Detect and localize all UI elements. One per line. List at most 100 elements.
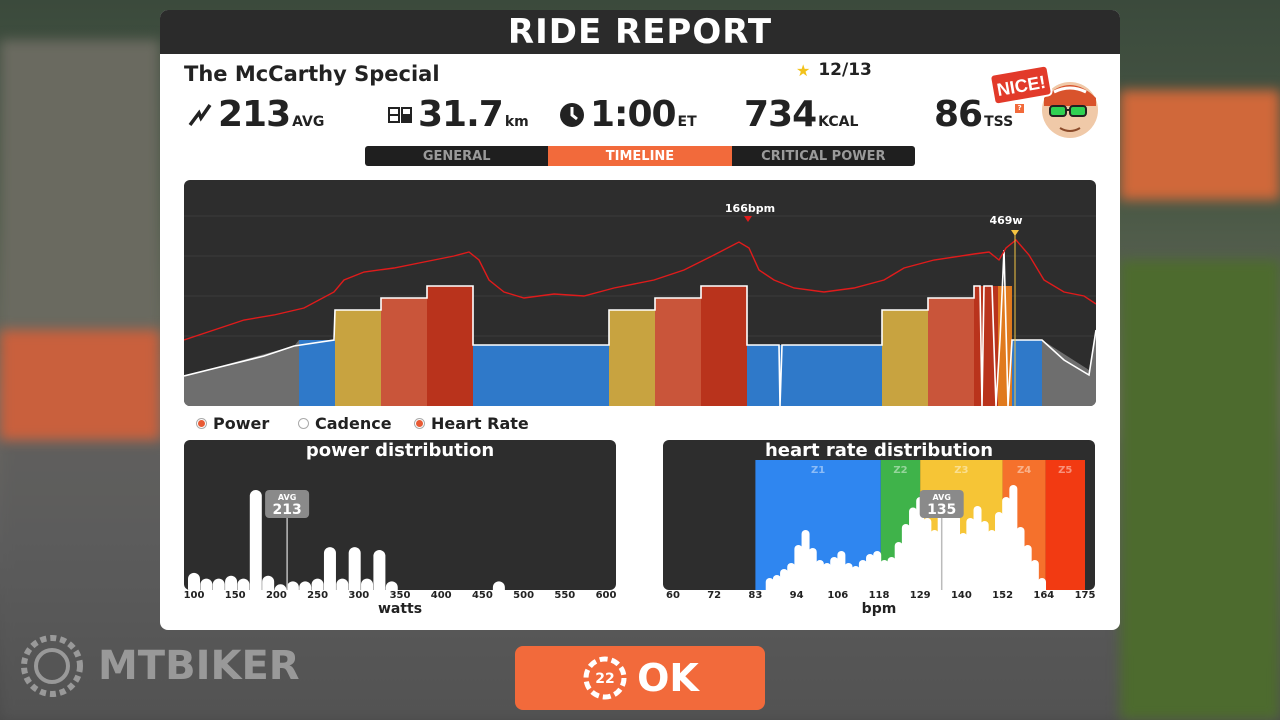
legend-cadence-label: Cadence [315,414,392,433]
watermark-gear-icon [21,635,83,697]
route-rating: ★ 12/13 [796,60,872,80]
hr-dist-bar [787,563,796,590]
power-dist-bar [299,581,312,590]
legend-power[interactable]: Power [196,414,269,433]
power-dist-bar [373,550,386,590]
power-block-3a [882,310,928,406]
hr-dist-bar [780,569,789,590]
legend-heart-rate[interactable]: Heart Rate [414,414,529,433]
hr-axis-tick: 118 [868,590,890,601]
hr-dist-bar [973,506,982,590]
tss-help-icon[interactable]: ? [1015,104,1025,113]
countdown-value: 22 [595,671,614,687]
tab-general[interactable]: GENERAL [422,148,491,164]
power-dist-bar [348,547,361,590]
power-dist-bar [212,578,225,590]
hr-dist-bar [1038,578,1047,590]
time-value: 1:00 [590,94,677,135]
power-dist-bar [237,578,250,590]
rating-value: 12/13 [818,60,872,80]
hr-dist-bar [887,557,896,590]
ride-report-panel: RIDE REPORT The McCarthy Special ★ 12/13… [160,10,1120,630]
legend-cadence[interactable]: Cadence [298,414,392,433]
background-house [0,40,160,340]
power-axis-tick: 250 [307,590,329,601]
ok-label: OK [637,656,699,700]
hr-dist-bar [1030,560,1039,590]
route-name: The McCarthy Special [184,62,440,86]
power-line [184,249,1096,406]
hr-dist-bar [1016,527,1025,590]
hr-axis-tick: 72 [707,590,722,601]
power-avg-label: AVG [278,493,296,502]
power-peak-label: 469w [989,214,1022,227]
stat-tss: 86 TSS ? [934,94,1025,135]
background-barrier [0,330,160,440]
legend-heart-rate-dot[interactable] [414,418,425,429]
report-tabs: GENERAL TIMELINE CRITICAL POWER [365,146,915,166]
hr-avg-box [919,490,964,518]
power-axis-tick: 100 [183,590,205,601]
hr-dist-bar [1009,485,1018,590]
tab-timeline[interactable]: TIMELINE [548,146,732,166]
power-dist-bar [492,581,505,590]
hr-zone-label: Z1 [811,465,825,476]
hr-dist-bar [987,530,996,590]
heart-rate-line [184,239,1096,341]
power-axis-tick: 150 [224,590,246,601]
power-avg-value: 213 [272,502,301,518]
distance-unit: km [504,114,529,130]
power-axis-tick: 500 [513,590,535,601]
tab-critical-power[interactable]: CRITICAL POWER [761,148,886,164]
hr-dist-bar [901,524,910,590]
hr-dist-bar [880,560,889,590]
hr-avg-label: AVG [932,493,950,502]
hr-axis-tick: 152 [992,590,1014,601]
background-tent [1120,90,1280,200]
power-axis-label: watts [377,601,423,617]
hr-dist-bar [772,575,781,590]
hr-dist-bar [930,530,939,590]
power-axis-tick: 450 [471,590,493,601]
power-block-1b [381,298,427,406]
hr-axis-tick: 175 [1074,590,1096,601]
hr-dist-bar [952,515,961,590]
legend-power-label: Power [213,414,270,433]
power-block-2a [609,310,655,406]
power-dist-bar [188,572,200,590]
power-axis-tick: 350 [389,590,411,601]
hr-zone-label: Z5 [1058,465,1072,476]
power-area-warmup [184,340,299,406]
hr-avg-value: 135 [927,502,956,518]
power-value: 213 [218,94,291,135]
hr-dist-bar [801,530,810,590]
hr-dist-bar [966,518,975,590]
star-icon: ★ [796,60,811,80]
hr-zone-label: Z2 [893,465,907,476]
watermark: MTBIKER [16,630,300,702]
power-area-z2-end [1012,340,1042,406]
clock-icon [560,102,584,127]
legend-cadence-dot[interactable] [298,418,309,429]
legend-power-dot[interactable] [196,418,207,429]
power-axis-tick: 200 [265,590,287,601]
hr-axis-tick: 60 [666,590,680,601]
countdown-ring-icon: 22 [583,656,627,700]
hr-axis-tick: 164 [1033,590,1055,601]
hr-dist-bar [923,518,932,590]
hr-dist-bar [794,545,803,590]
hr-axis-tick: 94 [789,590,804,601]
power-axis-tick: 600 [595,590,617,601]
hr-dist-bar [765,578,774,590]
ok-button[interactable]: 22 OK [515,646,765,710]
power-area-recovery-1 [473,345,609,406]
hr-axis-tick: 129 [909,590,931,601]
hr-peak-label: 166bpm [725,202,775,215]
power-axis-tick: 300 [348,590,370,601]
power-block-2b [655,298,701,406]
odometer-icon [388,106,412,123]
power-area-z2 [299,340,335,406]
power-dist-bar [286,581,299,590]
